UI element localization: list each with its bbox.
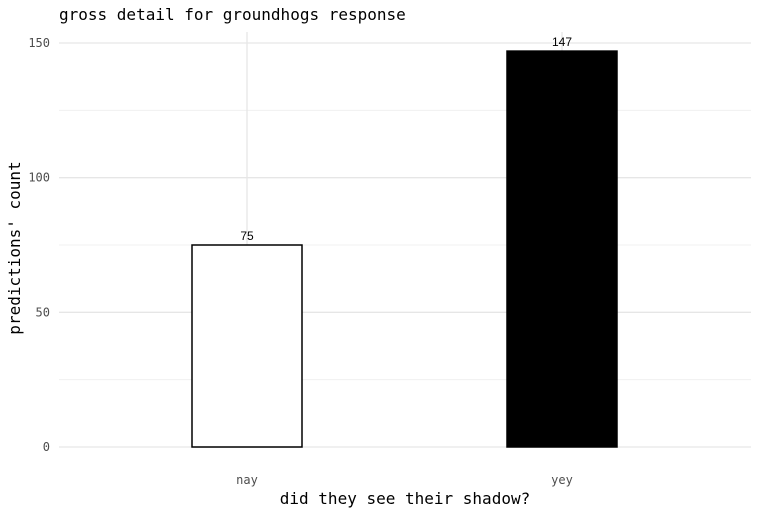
bars — [191, 50, 618, 448]
data-label: 75 — [240, 229, 254, 243]
y-tick-label: 100 — [28, 171, 50, 185]
bar-yey — [506, 50, 618, 448]
x-axis-ticks: nay yey — [236, 473, 573, 487]
grid — [59, 32, 751, 448]
y-tick-label: 150 — [28, 36, 50, 50]
bar-nay — [191, 244, 303, 448]
x-tick-label: yey — [551, 473, 573, 487]
chart-title: gross detail for groundhogs response — [59, 5, 406, 24]
y-axis-ticks: 0 50 100 150 — [28, 36, 50, 454]
y-axis-label: predictions' count — [5, 161, 24, 334]
data-labels: 75 147 — [240, 35, 572, 243]
y-tick-label: 0 — [43, 440, 50, 454]
x-axis-label: did they see their shadow? — [280, 489, 530, 508]
x-tick-label: nay — [236, 473, 258, 487]
y-tick-label: 50 — [36, 305, 50, 319]
data-label: 147 — [552, 35, 572, 49]
